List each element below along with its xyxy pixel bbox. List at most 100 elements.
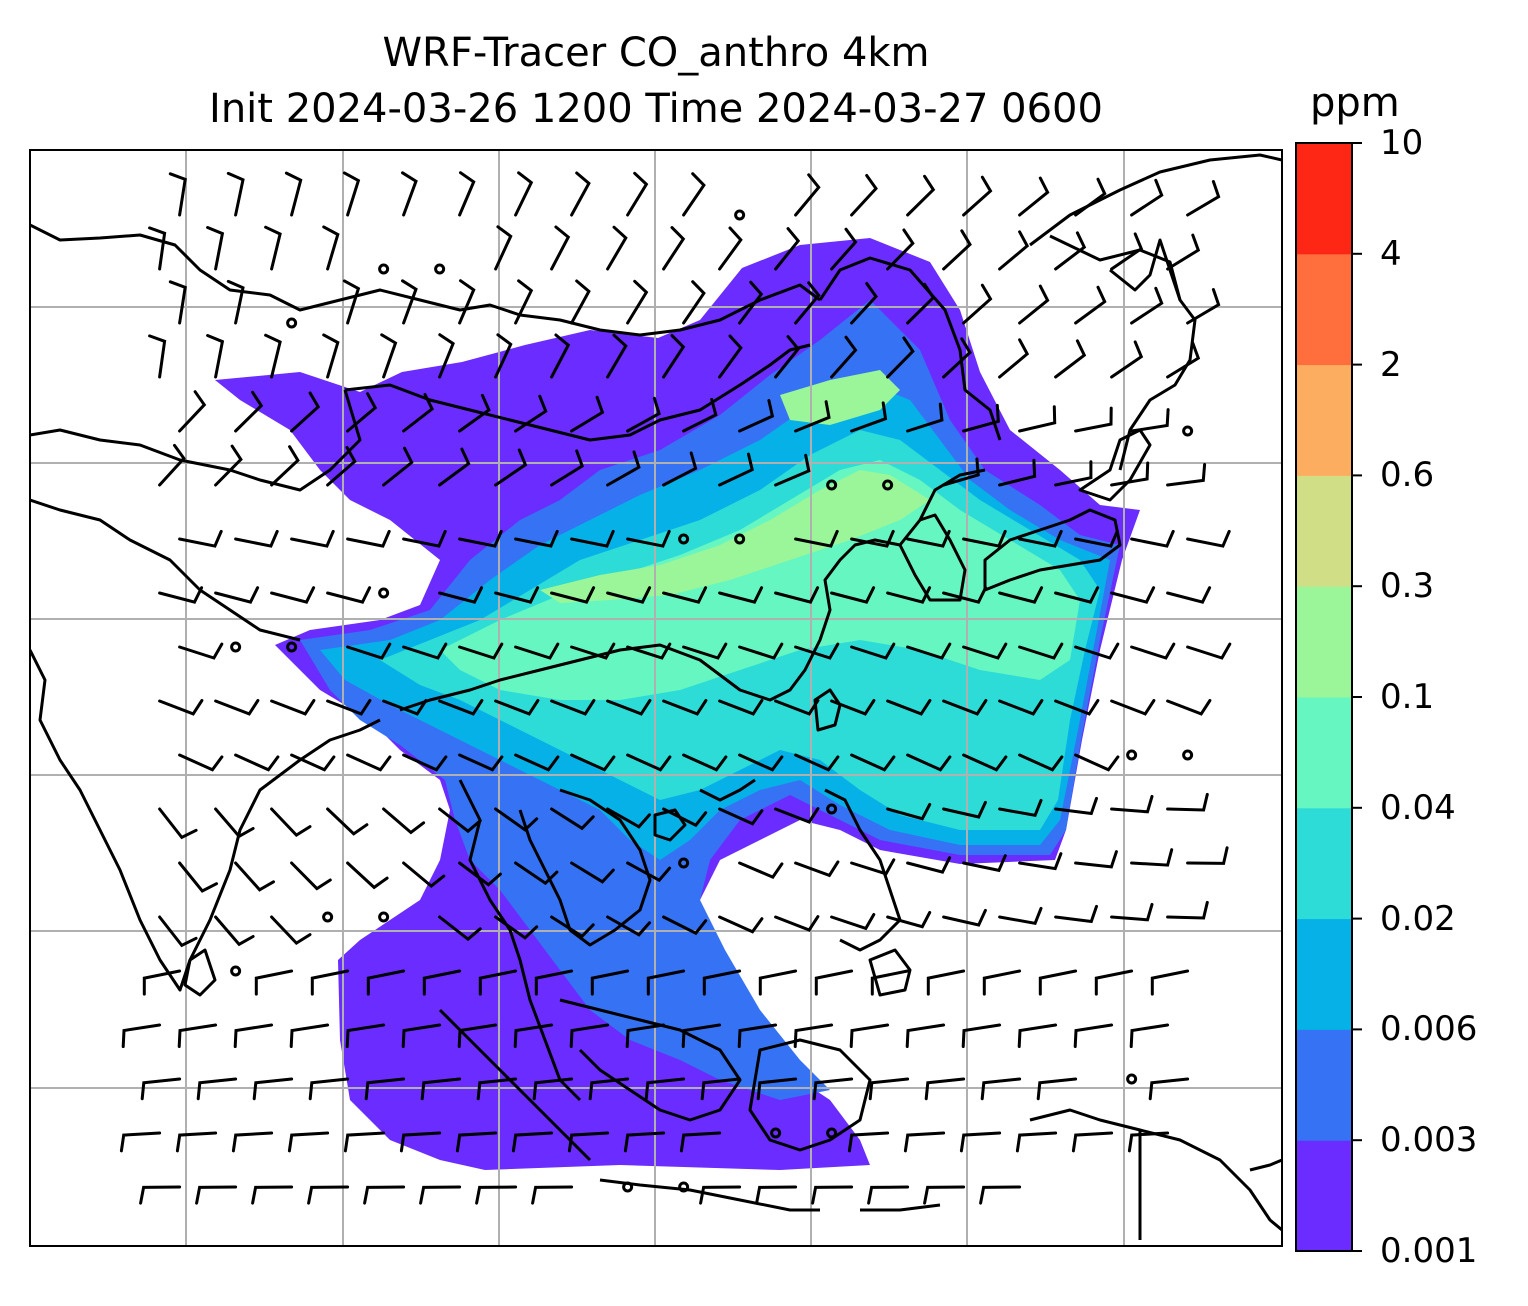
wind-barb <box>550 807 595 831</box>
wind-barb <box>794 642 840 660</box>
wind-barb <box>942 337 972 379</box>
wind-barb <box>1130 408 1170 433</box>
wind-barb <box>1186 180 1221 217</box>
wind-barb <box>178 529 223 548</box>
wind-barb <box>322 225 340 271</box>
wind-barb <box>998 906 1043 925</box>
wind-barb <box>830 586 876 604</box>
wind-barb <box>1186 529 1231 548</box>
wind-barb <box>569 1023 610 1048</box>
wind-barb <box>458 171 476 217</box>
wind-barb <box>1074 285 1107 325</box>
wind-barb <box>514 279 534 325</box>
wind-barb <box>284 171 303 217</box>
wind-barb <box>830 699 876 716</box>
wind-barb <box>478 969 518 996</box>
wind-barb <box>774 807 820 824</box>
wind-barb <box>438 586 484 604</box>
wind-barb <box>998 699 1044 716</box>
map-gridlines <box>30 150 1282 1246</box>
wind-barb <box>998 798 1043 817</box>
colorbar-tick-label: 10 <box>1380 123 1424 163</box>
wind-barb <box>1018 176 1050 217</box>
wind-barb <box>494 915 539 940</box>
wind-barb <box>494 225 513 271</box>
wind-barb <box>870 969 910 996</box>
wind-barb <box>514 753 560 772</box>
wind-barb <box>738 399 775 433</box>
wind-barb <box>140 1077 182 1101</box>
wind-barb <box>401 171 418 217</box>
wind-barb <box>1015 1131 1058 1153</box>
wind-barb <box>606 699 652 716</box>
colorbar-tick-label: 0.006 <box>1380 1009 1478 1050</box>
wind-barb <box>962 175 993 217</box>
wind-barb <box>455 1131 498 1153</box>
wind-barb <box>924 1077 966 1101</box>
wind-barb <box>206 334 225 379</box>
wind-barb <box>1110 794 1154 814</box>
wind-barb <box>1018 529 1063 548</box>
wind-barb <box>567 1131 610 1153</box>
wind-barb <box>682 397 718 433</box>
wind-barb <box>570 529 615 548</box>
wind-barb <box>794 173 821 217</box>
calm-wind-marker <box>230 641 242 653</box>
wind-barb <box>534 969 574 996</box>
wind-barb <box>606 586 652 604</box>
wind-barb <box>1166 900 1209 920</box>
wind-barb <box>458 393 491 433</box>
wind-barb <box>142 969 182 996</box>
wind-barb <box>290 529 335 548</box>
wind-barb <box>793 1023 834 1048</box>
wind-barb <box>979 1185 1022 1205</box>
wind-barb <box>264 333 282 379</box>
wind-barb <box>998 458 1037 487</box>
wind-barbs <box>119 171 1232 1205</box>
wind-barb <box>494 333 513 379</box>
wind-barb <box>811 1185 854 1205</box>
colorbar-segment <box>1296 1140 1352 1252</box>
wind-barb <box>196 1077 238 1101</box>
wind-barb <box>168 172 187 217</box>
wind-barb <box>886 336 915 379</box>
wind-barb <box>119 1131 162 1153</box>
wind-barb <box>514 394 548 433</box>
map-frame <box>29 149 1283 1247</box>
colorbar-segment <box>1296 253 1352 366</box>
colorbar-segment <box>1296 918 1352 1030</box>
wind-barb <box>326 586 372 604</box>
wind-barb <box>606 807 651 829</box>
wind-barb <box>906 402 944 433</box>
wind-barb <box>270 915 312 946</box>
colorbar <box>1295 142 1362 1252</box>
wind-barb <box>214 807 255 839</box>
wind-barb <box>682 172 706 217</box>
wind-barb <box>270 699 316 716</box>
wind-barb <box>550 449 585 487</box>
wind-barb <box>962 642 1008 660</box>
wind-barb <box>982 969 1022 996</box>
wind-barb <box>438 915 482 942</box>
wind-barb <box>1110 232 1144 271</box>
wind-barb <box>1186 642 1232 660</box>
wind-barb <box>850 401 888 433</box>
colorbar-tick-label: 0.001 <box>1380 1231 1478 1271</box>
wind-barb <box>287 1131 330 1153</box>
wind-barb <box>494 448 528 487</box>
wind-barb <box>886 803 932 821</box>
calm-wind-marker <box>1182 425 1194 437</box>
wind-barb <box>923 1185 966 1205</box>
calm-wind-marker <box>734 209 746 221</box>
wind-barb <box>1130 178 1164 217</box>
wind-barb <box>906 856 952 874</box>
wind-barb <box>158 586 204 604</box>
wind-barb <box>234 390 264 433</box>
wind-barb <box>420 1077 462 1101</box>
wind-barb <box>794 860 840 878</box>
wind-barb <box>681 1023 722 1048</box>
wind-barb <box>718 586 764 604</box>
wind-barb <box>1166 699 1212 716</box>
calm-wind-marker <box>1182 749 1194 761</box>
wind-barb <box>830 227 858 271</box>
